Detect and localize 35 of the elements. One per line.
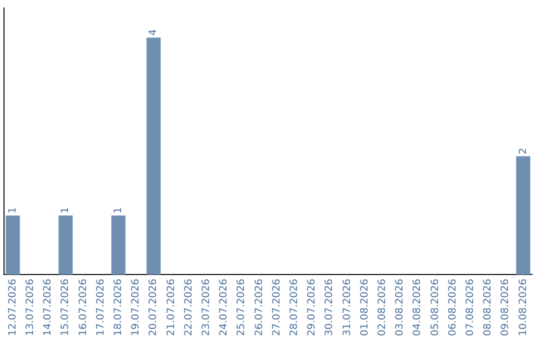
- x-tick-label: 26.07.2026: [254, 278, 265, 336]
- x-tick-label: 10.08.2026: [518, 278, 529, 336]
- x-tick-label: 21.07.2026: [166, 278, 177, 336]
- x-tick-label: 23.07.2026: [200, 278, 212, 336]
- x-tick-label: 22.07.2026: [183, 278, 194, 336]
- x-tick-label: 01.08.2026: [359, 278, 370, 336]
- data-label: 2: [518, 148, 529, 154]
- x-tick-label: 08.08.2026: [482, 278, 494, 336]
- x-tick-label: 04.08.2026: [412, 278, 424, 336]
- x-tick-label: 24.07.2026: [218, 278, 230, 336]
- x-tick-label: 19.07.2026: [130, 278, 142, 336]
- x-tick-label: 02.08.2026: [376, 278, 388, 336]
- x-tick-label: 12.07.2026: [7, 278, 18, 336]
- x-tick-label: 30.07.2026: [324, 278, 336, 336]
- data-label: 1: [60, 207, 72, 214]
- x-tick-label: 05.08.2026: [430, 278, 441, 336]
- x-tick-label: 28.07.2026: [288, 278, 300, 336]
- x-tick-label: 25.07.2026: [236, 278, 248, 336]
- x-tick-label: 07.08.2026: [464, 278, 476, 336]
- x-tick-label: 20.07.2026: [148, 278, 160, 336]
- x-tick-label: 14.07.2026: [42, 278, 54, 336]
- x-tick-label: 06.08.2026: [447, 278, 458, 336]
- x-tick-label: 31.07.2026: [342, 278, 353, 336]
- x-tick-label: 13.07.2026: [24, 278, 36, 336]
- x-tick-label: 09.08.2026: [500, 278, 512, 336]
- x-tick-label: 15.07.2026: [60, 278, 72, 336]
- x-tick-label: 03.08.2026: [394, 278, 406, 336]
- x-tick-label: 16.07.2026: [78, 278, 89, 336]
- data-label: 1: [112, 207, 124, 214]
- data-label: 4: [148, 29, 160, 36]
- data-label: 1: [7, 207, 18, 214]
- x-tick-label: 29.07.2026: [306, 278, 318, 336]
- x-tick-label: 27.07.2026: [271, 278, 282, 336]
- x-tick-label: 18.07.2026: [112, 278, 124, 336]
- x-tick-label: 17.07.2026: [95, 278, 106, 336]
